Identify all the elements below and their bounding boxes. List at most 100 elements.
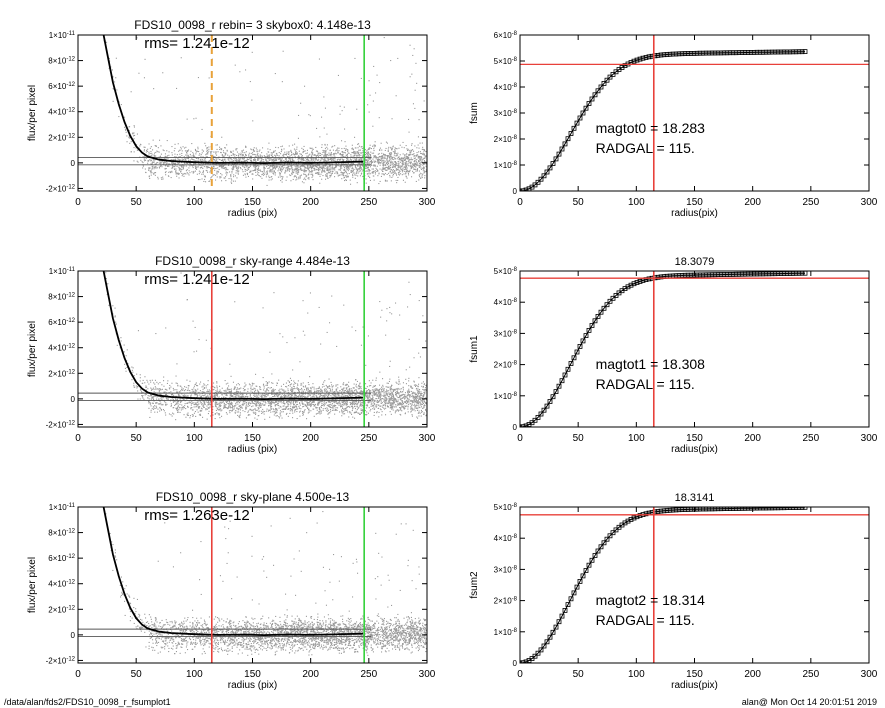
- data-point: [294, 165, 296, 167]
- data-point: [125, 129, 127, 131]
- data-point: [328, 400, 330, 402]
- data-point: [200, 155, 202, 157]
- data-point: [394, 152, 396, 154]
- data-point: [401, 394, 403, 396]
- data-point: [309, 147, 311, 149]
- data-point: [288, 151, 290, 153]
- data-point: [309, 115, 311, 117]
- data-point: [134, 134, 136, 136]
- data-point: [220, 165, 222, 167]
- data-point: [372, 172, 374, 174]
- data-point: [316, 168, 318, 170]
- data-point: [326, 177, 328, 179]
- data-point: [420, 165, 422, 167]
- data-point: [132, 132, 134, 134]
- data-point: [358, 168, 360, 170]
- data-point: [178, 162, 180, 164]
- data-point: [423, 158, 425, 160]
- data-point: [331, 146, 333, 148]
- data-point: [150, 159, 152, 161]
- data-point: [378, 183, 380, 185]
- data-point: [365, 159, 367, 161]
- data-point: [359, 157, 361, 159]
- data-point: [383, 159, 385, 161]
- data-point: [592, 92, 598, 98]
- data-point: [255, 412, 257, 414]
- data-point: [155, 155, 157, 157]
- data-point: [416, 403, 418, 405]
- data-point: [423, 163, 425, 165]
- data-point: [307, 167, 309, 169]
- data-point: [423, 172, 425, 174]
- data-point: [290, 149, 292, 151]
- data-point: [272, 156, 274, 158]
- data-point: [408, 158, 410, 160]
- data-point: [291, 165, 293, 167]
- y-tick-label: 6×10-12: [48, 82, 75, 91]
- data-point: [366, 150, 368, 152]
- data-point: [313, 388, 315, 390]
- data-point: [371, 168, 373, 170]
- data-point: [390, 392, 392, 394]
- data-point: [345, 403, 347, 405]
- data-point: [232, 169, 234, 171]
- data-point: [179, 153, 181, 155]
- data-point: [200, 162, 202, 164]
- data-point: [399, 170, 401, 172]
- data-point: [402, 153, 404, 155]
- data-point: [404, 398, 406, 400]
- data-point: [251, 149, 253, 151]
- data-point: [291, 154, 293, 156]
- data-point: [373, 157, 375, 159]
- data-point: [274, 174, 276, 176]
- data-point: [214, 169, 216, 171]
- data-point: [159, 165, 161, 167]
- data-point: [377, 157, 379, 159]
- data-point: [309, 166, 311, 168]
- data-point: [393, 156, 395, 158]
- data-point: [193, 170, 195, 172]
- data-point: [231, 179, 233, 181]
- data-point: [145, 386, 147, 388]
- data-point: [293, 160, 295, 162]
- data-point: [162, 178, 164, 180]
- data-point: [334, 158, 336, 160]
- data-point: [418, 170, 420, 172]
- data-point: [367, 164, 369, 166]
- data-point: [230, 410, 232, 412]
- data-point: [267, 157, 269, 159]
- data-point: [408, 154, 410, 156]
- data-point: [404, 159, 406, 161]
- data-point: [346, 173, 348, 175]
- data-point: [218, 156, 220, 158]
- data-point: [230, 154, 232, 156]
- data-point: [379, 168, 381, 170]
- data-point: [398, 169, 400, 171]
- data-point: [319, 161, 321, 163]
- data-point: [142, 395, 144, 397]
- data-point: [288, 401, 290, 403]
- data-point: [345, 172, 347, 174]
- data-point: [290, 163, 292, 165]
- data-point: [298, 388, 300, 390]
- data-point: [150, 163, 152, 165]
- data-point: [420, 415, 422, 417]
- data-point: [398, 147, 400, 149]
- data-point: [208, 160, 210, 162]
- data-point: [369, 179, 371, 181]
- data-point: [350, 171, 352, 173]
- data-point: [129, 142, 131, 144]
- data-point: [410, 406, 412, 408]
- data-point: [215, 395, 217, 397]
- data-point: [423, 154, 425, 156]
- data-point: [180, 148, 182, 150]
- data-point: [225, 152, 227, 154]
- data-point: [149, 147, 151, 149]
- data-point: [387, 406, 389, 408]
- x-tick-label: 300: [861, 197, 878, 208]
- data-point: [410, 167, 412, 169]
- data-point: [255, 168, 257, 170]
- data-point: [231, 395, 233, 397]
- data-point: [417, 154, 419, 156]
- data-point: [361, 399, 363, 401]
